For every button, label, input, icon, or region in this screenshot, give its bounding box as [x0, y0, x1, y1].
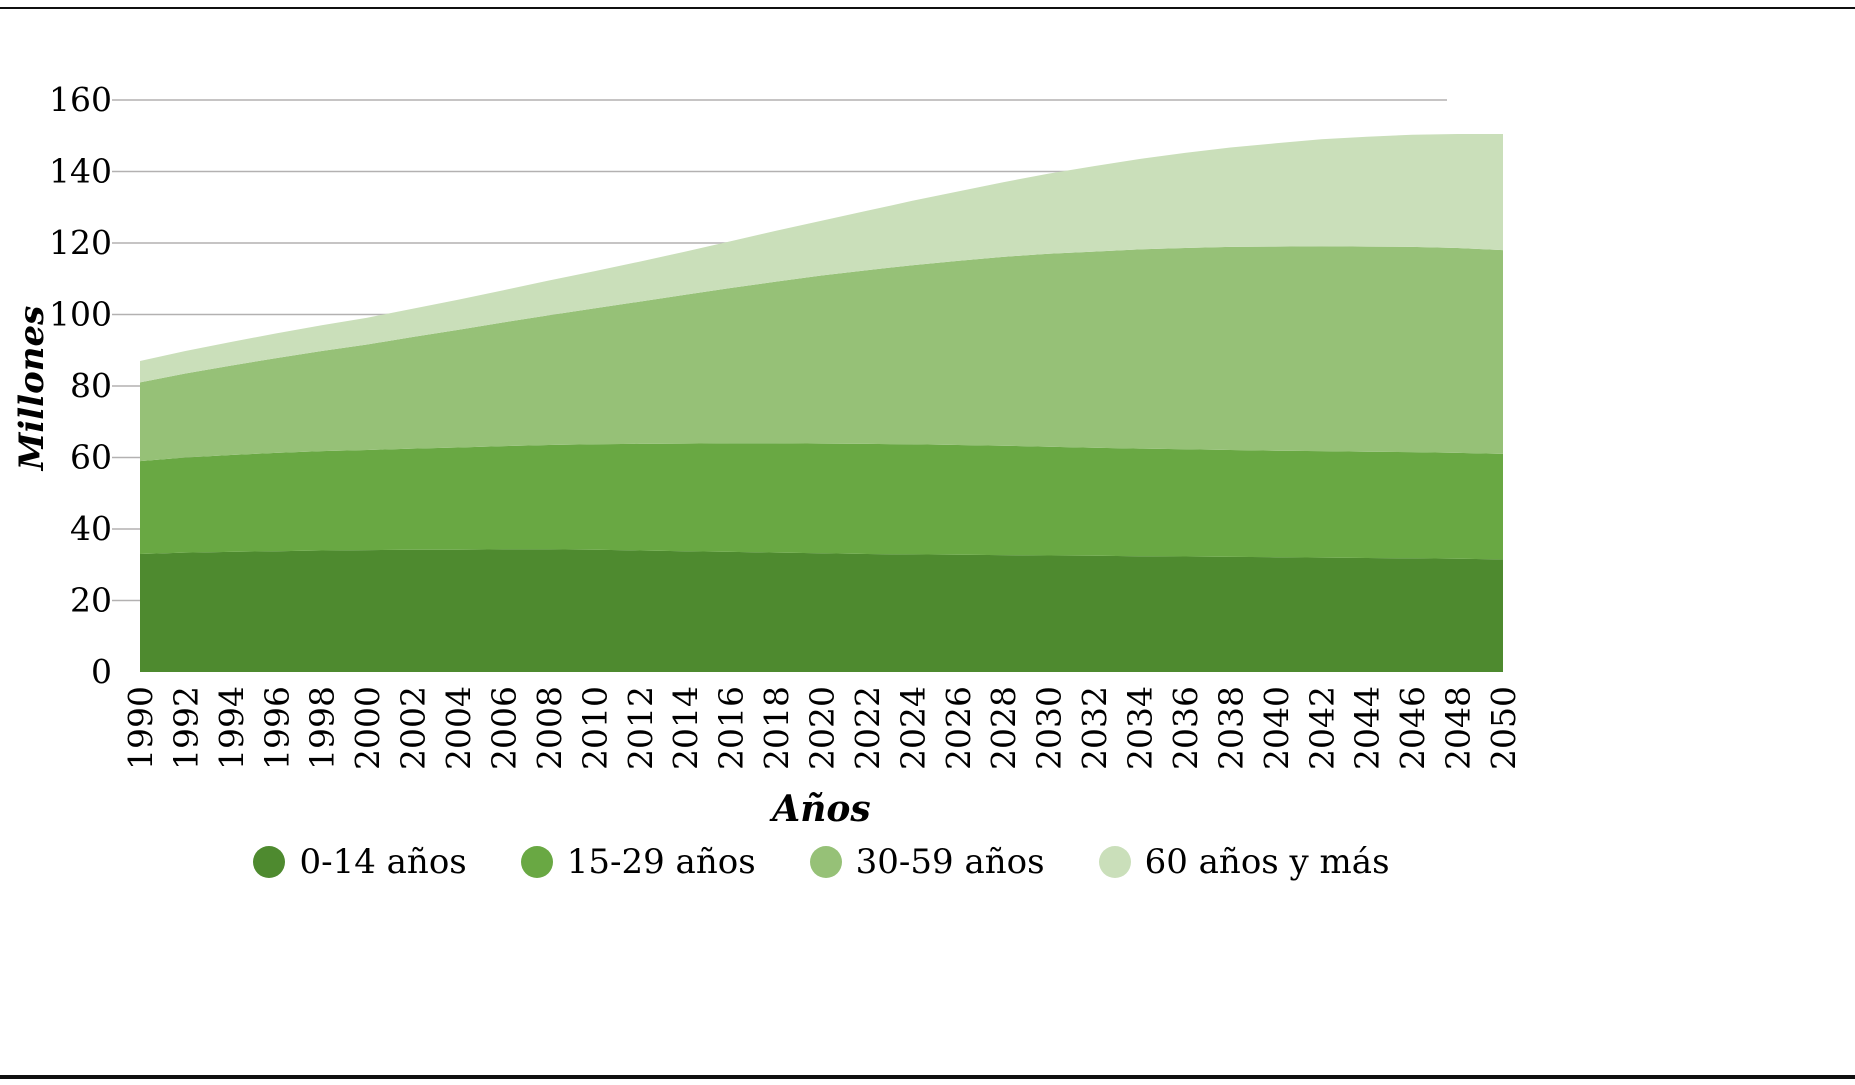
legend-label: 0-14 años: [299, 842, 467, 882]
y-tick-label-40: 40: [70, 509, 112, 548]
legend-item-2: 30-59 años: [809, 842, 1045, 882]
x-tick-label-2002: 2002: [394, 686, 433, 770]
area-series-1: [140, 443, 1503, 560]
x-tick-label-2028: 2028: [984, 686, 1023, 770]
x-tick-label-2034: 2034: [1121, 686, 1160, 770]
x-tick-label-2018: 2018: [757, 686, 796, 770]
x-tick-label-2036: 2036: [1166, 686, 1205, 770]
legend-item-3: 60 años y más: [1098, 842, 1390, 882]
legend-item-0: 0-14 años: [253, 842, 467, 882]
x-tick-label-2004: 2004: [439, 686, 478, 770]
x-tick-label-2024: 2024: [893, 686, 932, 770]
y-tick-label-80: 80: [70, 366, 112, 405]
x-tick-label-2008: 2008: [530, 686, 569, 770]
x-tick-label-2032: 2032: [1075, 686, 1114, 770]
x-tick-label-2010: 2010: [575, 686, 614, 770]
x-tick-label-2048: 2048: [1439, 686, 1478, 770]
x-tick-label-2026: 2026: [939, 686, 978, 770]
y-tick-label-140: 140: [49, 152, 112, 191]
x-axis-title: Años: [772, 788, 871, 830]
x-tick-label-1992: 1992: [166, 686, 205, 770]
x-tick-label-1998: 1998: [303, 686, 342, 770]
bottom-rule: [0, 1075, 1855, 1079]
top-rule: [0, 7, 1855, 9]
y-tick-label-20: 20: [70, 581, 112, 620]
legend-swatch-icon: [520, 846, 553, 878]
area-series-3: [140, 134, 1503, 383]
x-tick-label-2016: 2016: [712, 686, 751, 770]
x-tick-label-2038: 2038: [1211, 686, 1250, 770]
x-tick-label-2014: 2014: [666, 686, 705, 770]
legend-label: 15-29 años: [566, 842, 756, 882]
x-tick-label-2040: 2040: [1257, 686, 1296, 770]
x-tick-label-2020: 2020: [803, 686, 842, 770]
area-series-2: [140, 246, 1503, 462]
legend: 0-14 años 15-29 años 30-59 años 60 años y m…: [140, 842, 1503, 882]
y-tick-label-100: 100: [49, 295, 112, 334]
x-tick-label-2006: 2006: [485, 686, 524, 770]
y-tick-label-160: 160: [49, 80, 112, 119]
x-tick-label-2030: 2030: [1030, 686, 1069, 770]
x-tick-label-2000: 2000: [348, 686, 387, 770]
legend-label: 30-59 años: [855, 842, 1045, 882]
y-tick-label-120: 120: [49, 223, 112, 262]
legend-swatch-icon: [809, 846, 842, 878]
x-tick-label-2042: 2042: [1302, 686, 1341, 770]
legend-label: 60 años y más: [1144, 842, 1390, 882]
x-tick-label-1994: 1994: [212, 686, 251, 770]
y-tick-label-0: 0: [91, 652, 112, 691]
x-tick-label-2012: 2012: [621, 686, 660, 770]
x-tick-label-1996: 1996: [257, 686, 296, 770]
legend-item-1: 15-29 años: [520, 842, 756, 882]
x-tick-label-1990: 1990: [121, 686, 160, 770]
x-tick-label-2022: 2022: [848, 686, 887, 770]
legend-swatch-icon: [253, 846, 286, 878]
area-series-0: [140, 549, 1503, 672]
x-tick-label-2050: 2050: [1484, 686, 1523, 770]
x-tick-label-2046: 2046: [1393, 686, 1432, 770]
x-tick-label-2044: 2044: [1348, 686, 1387, 770]
y-tick-label-60: 60: [70, 438, 112, 477]
legend-swatch-icon: [1098, 846, 1131, 878]
